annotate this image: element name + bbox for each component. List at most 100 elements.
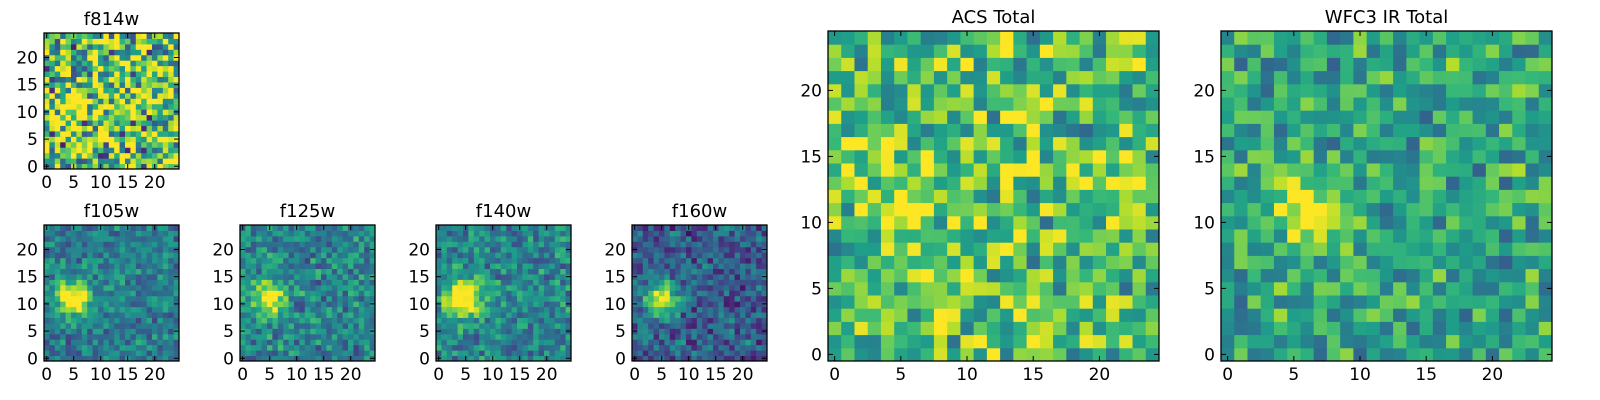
- heatmap-cell: [146, 246, 153, 253]
- heatmap-cell: [114, 130, 121, 137]
- heatmap-cell: [854, 255, 869, 270]
- heatmap-cell: [364, 230, 371, 237]
- heatmap-cell: [933, 334, 948, 349]
- heatmap-cell: [326, 263, 333, 270]
- heatmap-cell: [947, 149, 961, 164]
- heatmap-cell: [141, 225, 148, 231]
- heatmap-cell: [65, 225, 72, 231]
- heatmap-cell: [272, 284, 279, 291]
- heatmap-cell: [675, 350, 682, 357]
- heatmap-cell: [527, 328, 534, 335]
- heatmap-cell: [326, 252, 333, 259]
- heatmap-cell: [533, 306, 540, 313]
- heatmap-cell: [81, 163, 88, 170]
- heatmap-cell: [446, 301, 453, 308]
- heatmap-cell: [517, 241, 523, 248]
- heatmap-cell: [664, 339, 671, 346]
- heatmap-cell: [1525, 136, 1540, 151]
- heatmap-cell: [1393, 44, 1407, 58]
- heatmap-cell: [1039, 242, 1054, 256]
- heatmap-cell: [1446, 110, 1460, 124]
- heatmap-cell: [348, 257, 354, 264]
- heatmap-cell: [750, 295, 757, 302]
- heatmap-cell: [71, 136, 77, 143]
- heatmap-cell: [1221, 242, 1235, 256]
- heatmap-cell: [54, 273, 61, 280]
- heatmap-cell: [310, 295, 317, 302]
- heatmap-cell: [157, 257, 164, 264]
- heatmap-cell: [729, 235, 736, 242]
- heatmap-cell: [1525, 255, 1540, 270]
- heatmap-cell: [288, 306, 295, 313]
- heatmap-cell: [522, 333, 529, 340]
- heatmap-cell: [740, 273, 746, 280]
- heatmap-cell: [947, 255, 961, 270]
- heatmap-cell: [1485, 281, 1500, 296]
- heatmap-cell: [854, 70, 869, 85]
- heatmap-cell: [554, 241, 561, 248]
- heatmap-cell: [506, 322, 513, 329]
- heatmap-cell: [696, 252, 703, 259]
- heatmap-cell: [283, 301, 290, 308]
- heatmap-cell: [98, 71, 104, 78]
- heatmap-cell: [527, 350, 534, 357]
- heatmap-cell: [452, 252, 459, 259]
- heatmap-cell: [168, 290, 175, 297]
- heatmap-cell: [1092, 295, 1107, 309]
- heatmap-cell: [1247, 347, 1262, 362]
- heatmap-cell: [637, 295, 644, 302]
- heatmap-cell: [157, 322, 164, 329]
- heatmap-cell: [49, 92, 56, 99]
- heatmap-cell: [321, 290, 327, 297]
- heatmap-cell: [686, 301, 692, 308]
- heatmap-cell: [920, 31, 935, 45]
- heatmap-cell: [114, 43, 121, 50]
- heatmap-cell: [65, 268, 72, 275]
- heatmap-cell: [527, 225, 534, 231]
- heatmap-cell: [479, 317, 486, 324]
- heatmap-cell: [315, 295, 322, 302]
- heatmap-cell: [256, 252, 263, 259]
- heatmap-cell: [135, 98, 142, 105]
- heatmap-cell: [358, 339, 365, 346]
- heatmap-cell: [828, 334, 842, 349]
- heatmap-cell: [1353, 347, 1368, 362]
- heatmap-cell: [288, 312, 295, 318]
- heatmap-cell: [119, 246, 126, 253]
- heatmap-cell: [702, 268, 709, 275]
- heatmap-cell: [173, 147, 180, 154]
- heatmap-cell: [1393, 136, 1407, 151]
- heatmap-cell: [49, 273, 56, 280]
- heatmap-cell: [256, 257, 263, 264]
- heatmap-cell: [702, 317, 709, 324]
- heatmap-cell: [157, 306, 164, 313]
- heatmap-cell: [664, 328, 671, 335]
- heatmap-cell: [81, 33, 88, 39]
- heatmap-cell: [321, 241, 327, 248]
- heatmap-cell: [256, 235, 263, 242]
- heatmap-cell: [506, 355, 513, 362]
- heatmap-cell: [369, 257, 376, 264]
- heatmap-cell: [250, 317, 257, 324]
- heatmap-cell: [1300, 215, 1315, 230]
- heatmap-cell: [723, 235, 730, 242]
- heatmap-cell: [342, 246, 349, 253]
- heatmap-cell: [1393, 281, 1407, 296]
- heatmap-cell: [436, 312, 442, 318]
- heatmap-cell: [637, 339, 644, 346]
- heatmap-cell: [146, 109, 153, 116]
- heatmap-cell: [141, 252, 148, 259]
- heatmap-cell: [723, 350, 730, 357]
- heatmap-cell: [1273, 97, 1288, 111]
- heatmap-cell: [446, 350, 453, 357]
- heatmap-cell: [71, 147, 77, 154]
- heatmap-cell: [1132, 281, 1147, 296]
- heatmap-cell: [277, 290, 284, 297]
- heatmap-cell: [315, 317, 322, 324]
- heatmap-cell: [60, 92, 67, 99]
- heatmap-cell: [152, 252, 158, 259]
- heatmap-cell: [326, 225, 333, 231]
- heatmap-cell: [337, 333, 344, 340]
- heatmap-cell: [637, 230, 644, 237]
- heatmap-cell: [272, 279, 279, 286]
